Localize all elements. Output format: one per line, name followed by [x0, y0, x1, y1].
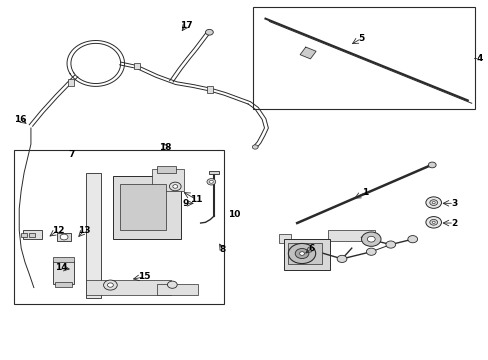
Circle shape: [209, 180, 213, 183]
Bar: [120, 184, 166, 230]
Bar: [253, 7, 474, 109]
Circle shape: [407, 235, 417, 243]
Circle shape: [299, 252, 304, 255]
Circle shape: [295, 248, 308, 258]
Text: 1: 1: [362, 188, 368, 197]
Bar: [209, 171, 219, 174]
Text: 9: 9: [183, 199, 189, 208]
Text: 15: 15: [138, 272, 150, 281]
Circle shape: [431, 221, 434, 224]
Circle shape: [366, 236, 374, 242]
Bar: [55, 282, 72, 287]
Text: 12: 12: [52, 226, 64, 235]
Circle shape: [425, 197, 441, 208]
Bar: [29, 233, 35, 237]
Bar: [157, 284, 198, 295]
Bar: [22, 230, 42, 239]
Circle shape: [429, 200, 437, 206]
Bar: [68, 79, 74, 86]
Circle shape: [361, 232, 380, 246]
Circle shape: [425, 217, 441, 228]
Circle shape: [427, 162, 435, 168]
Circle shape: [385, 241, 395, 248]
Bar: [207, 86, 213, 93]
Circle shape: [252, 145, 258, 149]
Circle shape: [206, 179, 215, 185]
Bar: [53, 261, 74, 284]
Bar: [86, 280, 171, 295]
Bar: [152, 169, 183, 191]
Bar: [328, 230, 374, 241]
Text: 10: 10: [227, 210, 240, 219]
Bar: [157, 166, 176, 173]
Circle shape: [429, 220, 437, 225]
Circle shape: [169, 182, 181, 191]
Bar: [21, 233, 27, 237]
Text: 18: 18: [159, 143, 171, 152]
Circle shape: [60, 234, 68, 240]
Bar: [14, 149, 224, 304]
Circle shape: [205, 30, 213, 35]
Text: 8: 8: [220, 246, 226, 255]
Circle shape: [172, 185, 177, 188]
Bar: [53, 257, 74, 262]
Circle shape: [107, 283, 113, 287]
Bar: [86, 173, 101, 298]
Bar: [278, 234, 290, 243]
Bar: [57, 233, 71, 241]
Text: 4: 4: [475, 54, 482, 63]
Circle shape: [366, 248, 375, 255]
Text: 17: 17: [179, 21, 192, 30]
Bar: [113, 176, 181, 239]
Text: 16: 16: [14, 114, 26, 123]
Text: 11: 11: [190, 195, 203, 204]
Text: 7: 7: [68, 150, 75, 159]
Text: 13: 13: [78, 226, 91, 235]
Bar: [283, 239, 329, 270]
Text: 5: 5: [358, 34, 364, 43]
Circle shape: [336, 255, 346, 262]
Polygon shape: [300, 47, 315, 59]
Text: 3: 3: [450, 199, 456, 208]
Text: 6: 6: [308, 244, 314, 253]
Circle shape: [103, 280, 117, 290]
Text: 14: 14: [55, 264, 68, 273]
Bar: [134, 63, 140, 69]
Circle shape: [167, 281, 177, 288]
Circle shape: [431, 202, 434, 204]
Bar: [288, 243, 321, 264]
Circle shape: [288, 243, 315, 264]
Text: 2: 2: [450, 219, 456, 228]
